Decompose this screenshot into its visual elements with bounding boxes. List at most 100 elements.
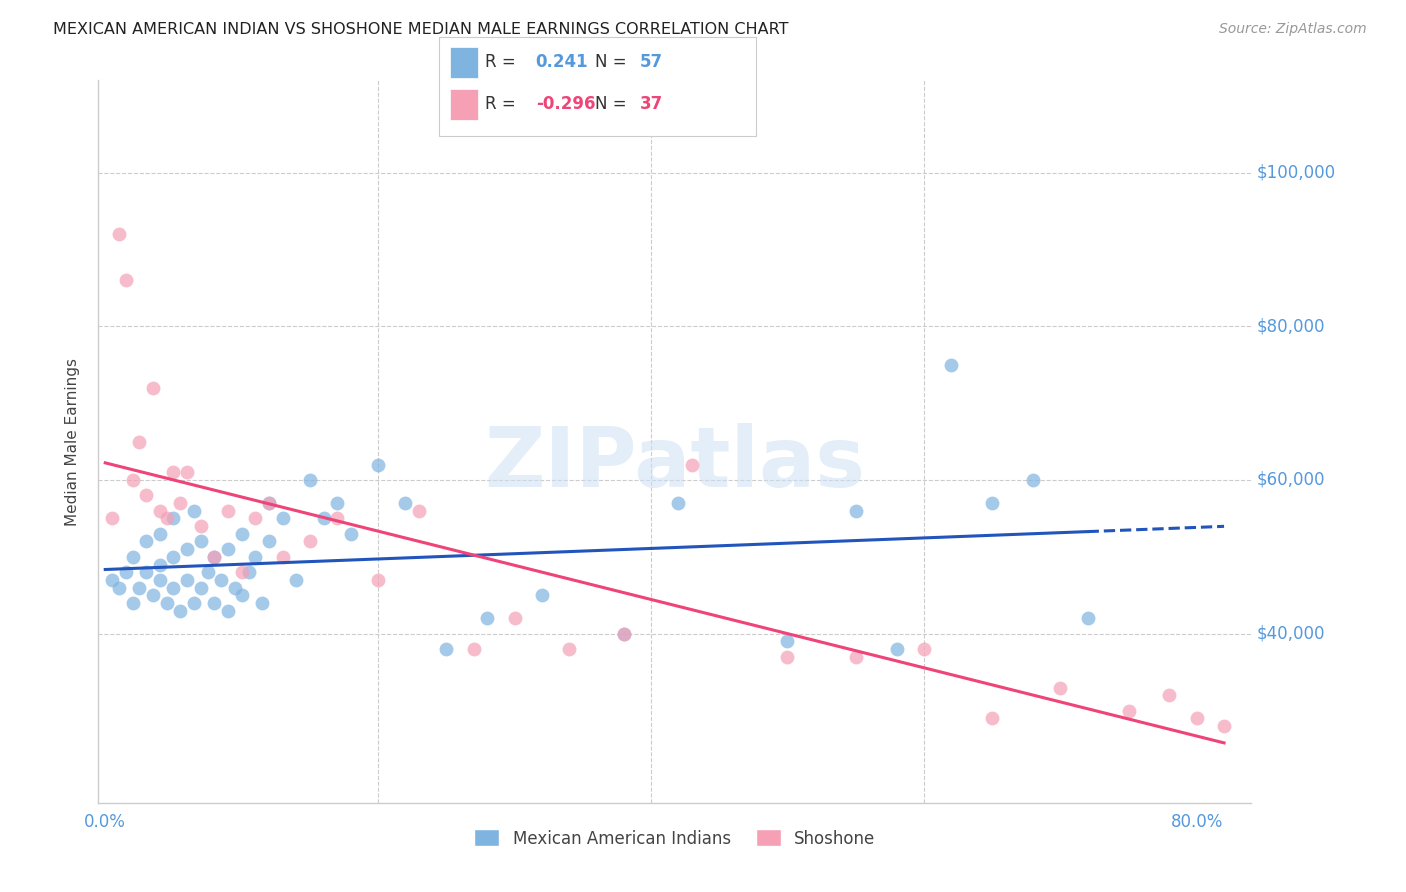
Point [245,511,267,525]
Point [257,496,280,510]
Point [558,642,581,657]
Point [202,596,225,610]
Point [613,626,636,640]
Point [245,549,267,564]
Point [285,573,308,587]
Point [250,596,273,610]
Text: R =: R = [485,54,522,71]
Point [135,534,157,549]
Point [121,549,143,564]
Point [224,581,246,595]
Point [108,581,131,595]
Point [231,565,253,579]
Point [176,465,198,479]
Text: 57: 57 [640,54,662,71]
Text: Source: ZipAtlas.com: Source: ZipAtlas.com [1219,22,1367,37]
Point [941,358,963,372]
Point [128,434,150,449]
Point [231,526,253,541]
Point [176,573,198,587]
Text: -0.296: -0.296 [536,95,595,113]
Point [326,496,349,510]
Point [298,473,321,487]
Point [886,642,908,657]
Point [238,565,260,579]
Text: ZIPatlas: ZIPatlas [485,423,865,504]
Y-axis label: Median Male Earnings: Median Male Earnings [65,358,80,525]
Point [367,573,389,587]
Point [776,649,799,664]
Point [162,511,184,525]
Text: 37: 37 [640,95,664,113]
Point [202,549,225,564]
Point [114,273,136,287]
Point [114,565,136,579]
Point [1049,681,1071,695]
Point [128,581,150,595]
Point [845,504,868,518]
Point [845,649,868,664]
Point [613,626,636,640]
Point [135,488,157,502]
Point [149,573,172,587]
Point [202,549,225,564]
Text: N =: N = [595,95,631,113]
Point [1213,719,1236,733]
Text: MEXICAN AMERICAN INDIAN VS SHOSHONE MEDIAN MALE EARNINGS CORRELATION CHART: MEXICAN AMERICAN INDIAN VS SHOSHONE MEDI… [53,22,789,37]
Point [434,642,457,657]
Point [231,588,253,602]
Point [108,227,131,241]
Point [142,381,165,395]
Point [367,458,389,472]
Point [149,504,172,518]
Point [101,511,124,525]
Point [681,458,703,472]
Point [121,473,143,487]
Point [101,573,124,587]
Point [190,581,212,595]
Point [217,504,239,518]
Text: $60,000: $60,000 [1257,471,1326,489]
Text: 0.241: 0.241 [536,54,588,71]
Point [162,465,184,479]
Point [981,711,1004,725]
Point [257,496,280,510]
Point [463,642,485,657]
Point [666,496,689,510]
Point [257,534,280,549]
Point [190,519,212,533]
Point [135,565,157,579]
Point [156,511,179,525]
Point [1022,473,1045,487]
Point [183,504,205,518]
Legend: Mexican American Indians, Shoshone: Mexican American Indians, Shoshone [465,821,884,856]
Point [312,511,335,525]
Point [190,534,212,549]
Point [149,558,172,572]
Point [271,511,294,525]
Point [169,496,191,510]
Point [183,596,205,610]
Point [477,611,499,625]
Point [981,496,1004,510]
Point [1185,711,1208,725]
Point [121,596,143,610]
Point [217,542,239,557]
Point [1077,611,1099,625]
Point [340,526,363,541]
Text: $80,000: $80,000 [1257,318,1326,335]
Point [176,542,198,557]
Point [1118,704,1140,718]
Point [156,596,179,610]
Point [298,534,321,549]
Point [394,496,416,510]
Text: R =: R = [485,95,522,113]
Point [912,642,935,657]
Text: N =: N = [595,54,631,71]
Point [326,511,349,525]
Point [209,573,232,587]
Point [1159,688,1181,702]
Point [142,588,165,602]
Point [162,581,184,595]
Point [149,526,172,541]
